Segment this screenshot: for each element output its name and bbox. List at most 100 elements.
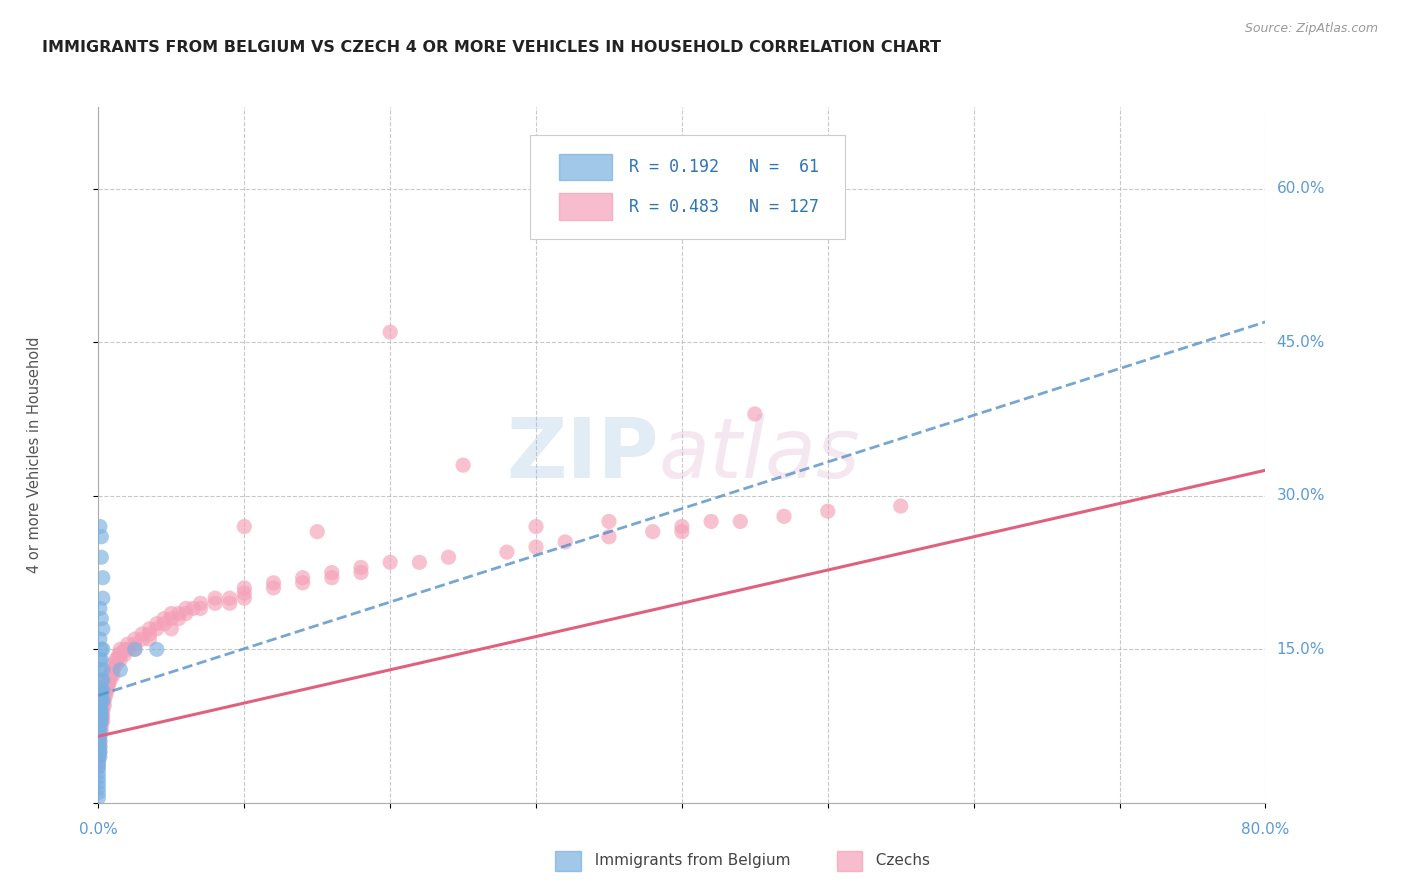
Point [90, 714, 112, 728]
Point [90, 550, 112, 565]
Point [91, 663, 114, 677]
Point [90, 708, 112, 723]
Point [94, 689, 117, 703]
Point [89, 708, 111, 723]
Bar [560, 194, 612, 219]
Point [91, 693, 114, 707]
Point [101, 657, 124, 672]
Point [218, 596, 240, 610]
Point [87, 714, 110, 728]
Point [91, 708, 114, 723]
Point [350, 566, 373, 580]
Point [89, 729, 111, 743]
Point [104, 652, 127, 666]
Point [87, 714, 110, 728]
Point [90, 714, 112, 728]
Point [146, 622, 169, 636]
Point [89, 708, 111, 723]
Point [437, 550, 460, 565]
Point [89, 734, 111, 748]
Point [110, 642, 132, 657]
Point [87, 729, 110, 743]
Point [146, 642, 169, 657]
Point [89, 745, 111, 759]
Point [167, 612, 190, 626]
Point [641, 524, 664, 539]
Point [90, 689, 112, 703]
Point [138, 622, 160, 636]
Point [167, 607, 190, 621]
Point [89, 714, 111, 728]
Point [87, 760, 110, 774]
Point [87, 790, 110, 805]
Point [110, 652, 132, 666]
Point [90, 704, 112, 718]
Point [110, 663, 132, 677]
Point [233, 591, 256, 606]
Point [89, 729, 111, 743]
Point [117, 637, 139, 651]
Point [190, 601, 212, 615]
Point [204, 596, 226, 610]
Point [153, 612, 176, 626]
Point [408, 555, 430, 569]
Point [98, 673, 121, 687]
Point [554, 535, 576, 549]
Point [817, 504, 839, 518]
Point [90, 652, 112, 666]
Point [90, 719, 112, 733]
Point [89, 739, 111, 754]
Point [87, 760, 110, 774]
Text: 80.0%: 80.0% [1241, 822, 1289, 838]
Point [97, 673, 120, 687]
Point [87, 724, 110, 739]
Point [138, 627, 160, 641]
Point [87, 786, 110, 800]
Point [89, 683, 111, 698]
Point [233, 581, 256, 595]
Point [98, 668, 121, 682]
Point [89, 663, 111, 677]
Point [321, 571, 343, 585]
Point [87, 724, 110, 739]
Point [89, 689, 111, 703]
Point [97, 678, 120, 692]
Text: IMMIGRANTS FROM BELGIUM VS CZECH 4 OR MORE VEHICLES IN HOUSEHOLD CORRELATION CHA: IMMIGRANTS FROM BELGIUM VS CZECH 4 OR MO… [42, 40, 941, 55]
Point [96, 683, 118, 698]
Text: 60.0%: 60.0% [1277, 181, 1324, 196]
Point [89, 734, 111, 748]
Point [89, 698, 111, 713]
Text: 15.0%: 15.0% [1277, 642, 1324, 657]
Point [524, 519, 547, 533]
Point [100, 663, 122, 677]
Point [101, 663, 124, 677]
Point [114, 648, 136, 662]
Point [90, 693, 112, 707]
Point [204, 591, 226, 606]
Point [728, 515, 751, 529]
Text: Immigrants from Belgium: Immigrants from Belgium [585, 854, 790, 868]
Point [89, 693, 111, 707]
Point [90, 708, 112, 723]
Point [100, 668, 122, 682]
Point [124, 637, 146, 651]
Point [89, 704, 111, 718]
Point [321, 566, 343, 580]
Point [90, 673, 112, 687]
Point [160, 622, 183, 636]
Point [218, 591, 240, 606]
Point [124, 642, 146, 657]
Point [378, 325, 402, 339]
Point [190, 596, 212, 610]
Point [87, 729, 110, 743]
Point [89, 652, 111, 666]
Point [87, 739, 110, 754]
Text: ZIP: ZIP [506, 415, 658, 495]
Point [131, 632, 153, 646]
Point [174, 607, 197, 621]
Point [94, 683, 117, 698]
Point [89, 704, 111, 718]
Point [262, 581, 284, 595]
Point [153, 616, 176, 631]
Point [291, 575, 314, 590]
